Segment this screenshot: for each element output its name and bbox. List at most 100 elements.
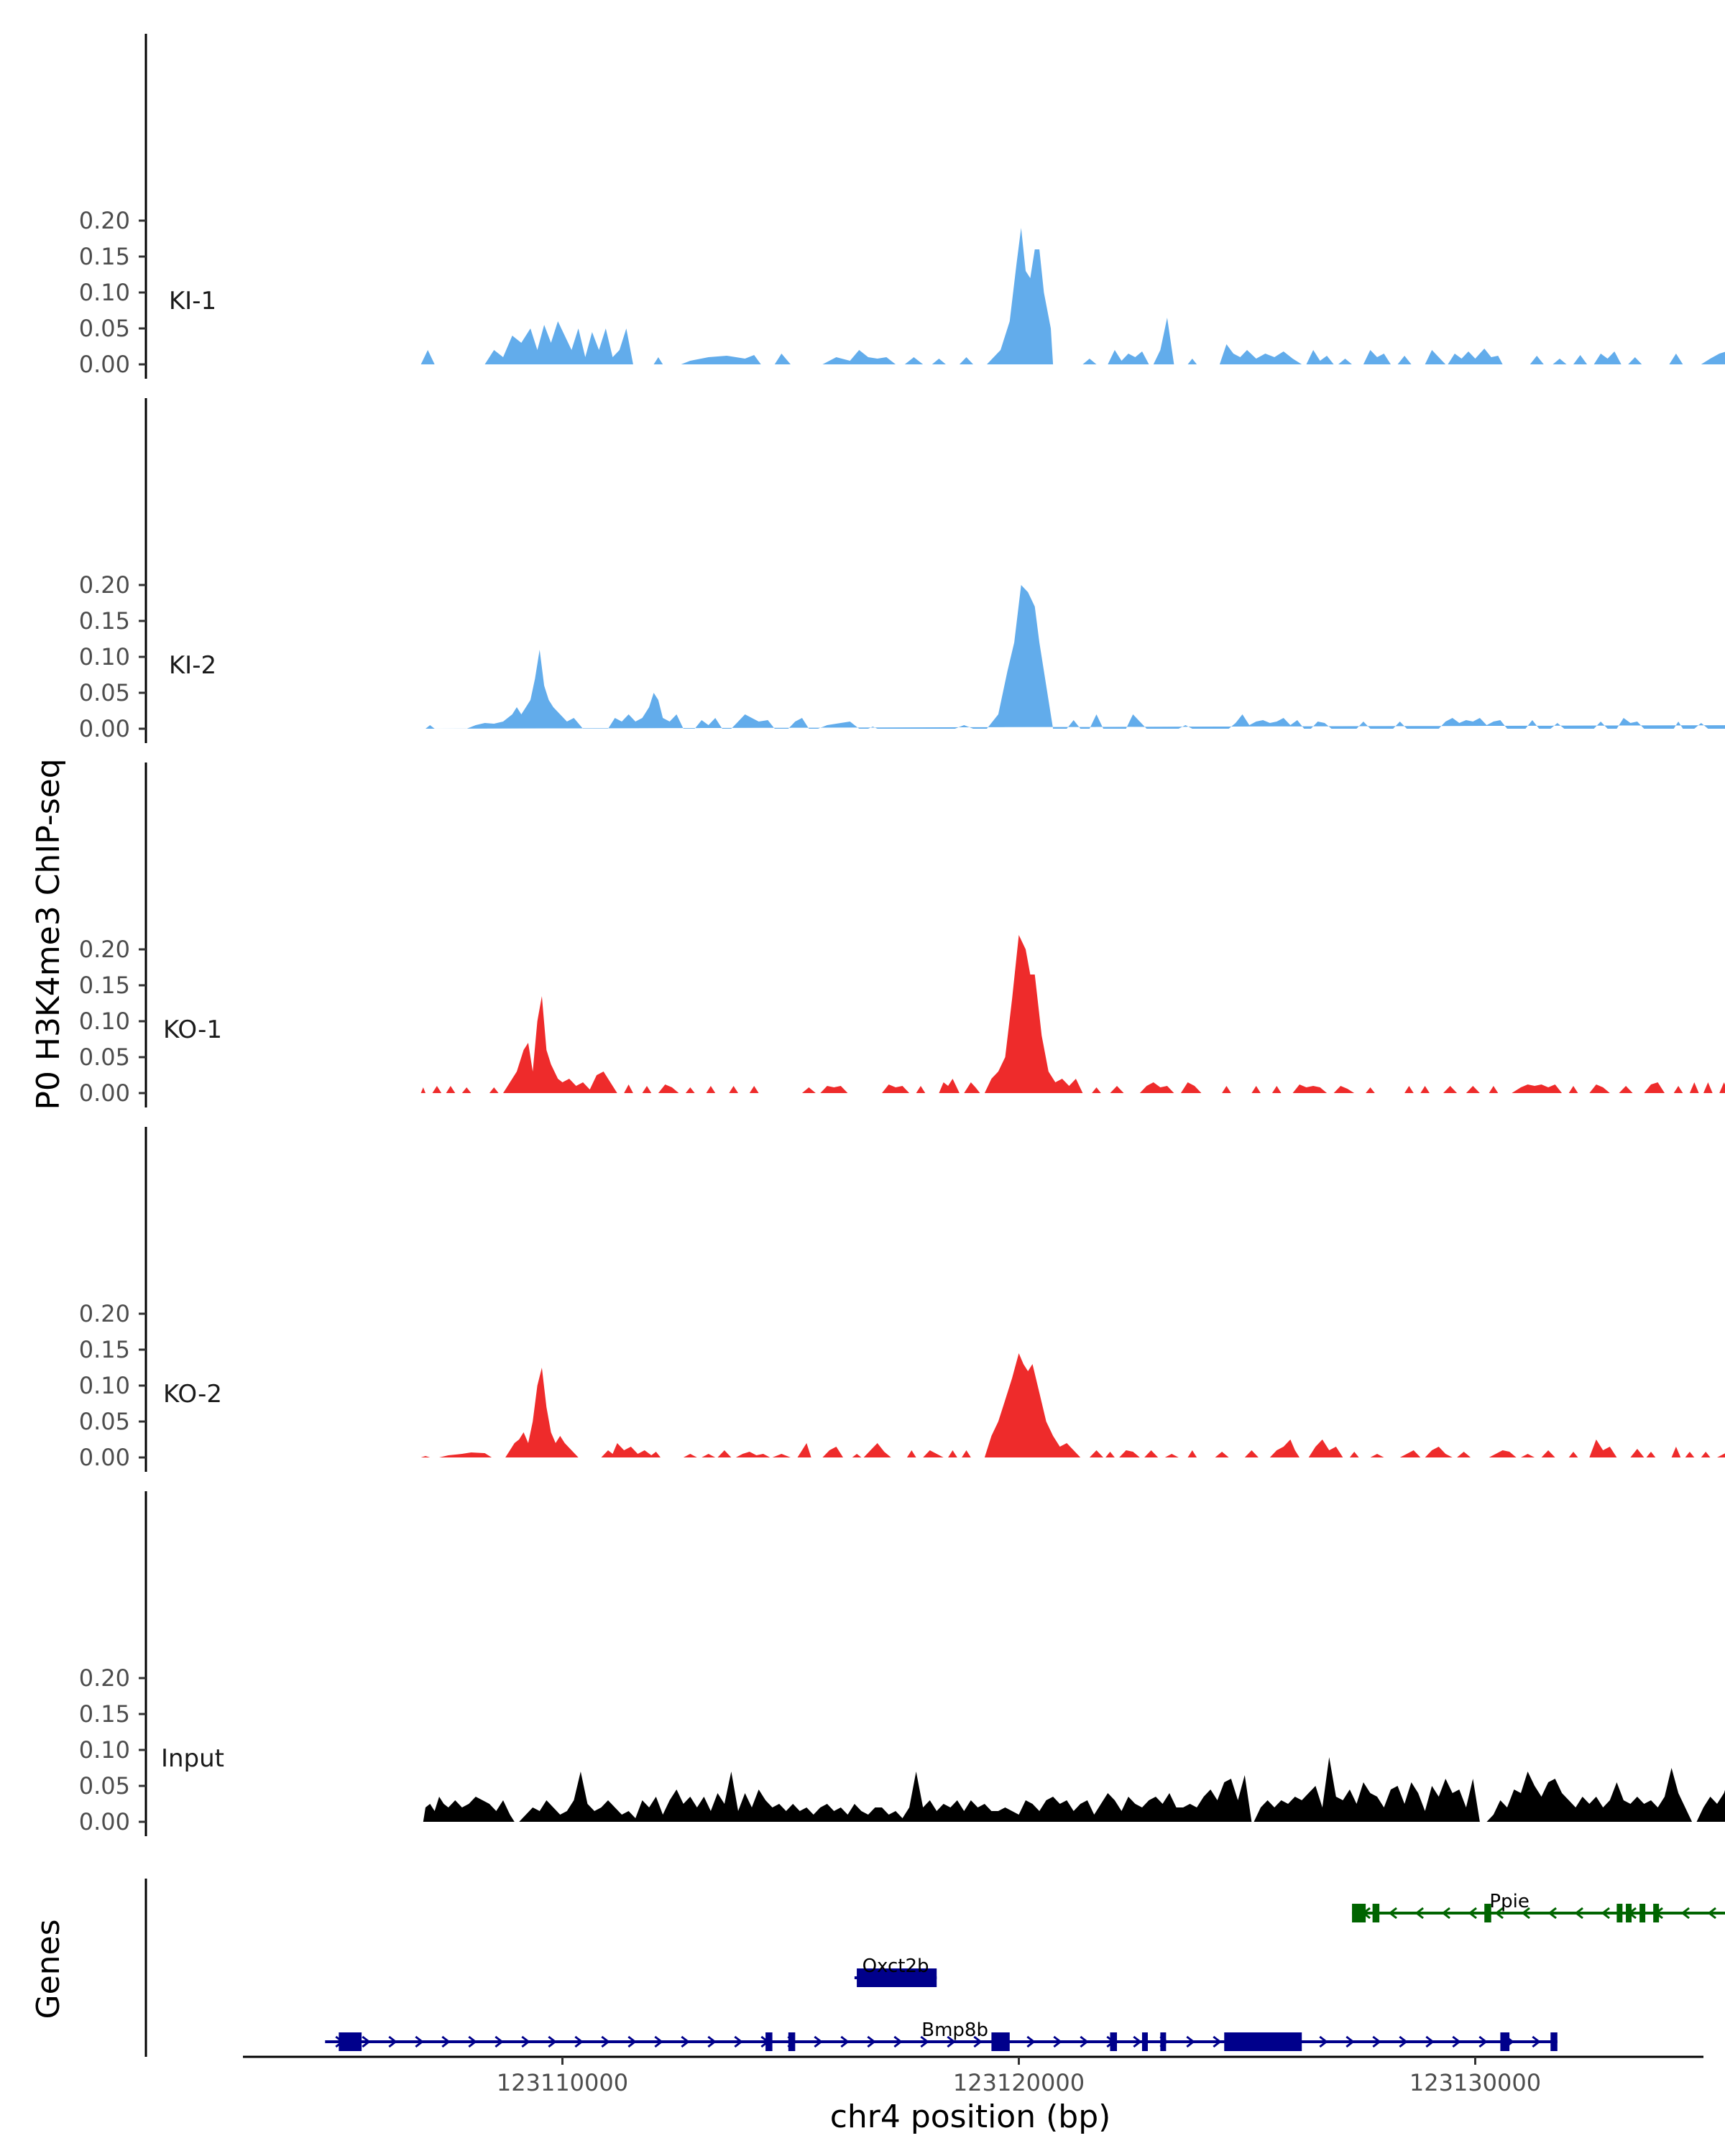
y-tick-label: 0.15	[79, 607, 130, 635]
y-tick-label: 0.00	[79, 351, 130, 378]
strand-arrow	[654, 2035, 663, 2048]
exon	[1141, 2032, 1148, 2051]
track-ki-1: 0.00 0.05 0.10 0.15 0.20 KI-1	[79, 34, 1725, 379]
track-label: KI-2	[169, 651, 216, 680]
strand-arrow	[1547, 1907, 1557, 1920]
strand-arrow	[441, 2035, 451, 2048]
strand-arrow	[521, 2035, 530, 2048]
strand-arrow	[1080, 2035, 1089, 2048]
gene-label: Oxct2b	[862, 1955, 929, 1977]
strand-arrow	[1388, 1907, 1397, 1920]
gene-oxct2b: Oxct2b	[854, 1955, 937, 1987]
exon	[339, 2032, 362, 2051]
strand-arrow	[1452, 2035, 1461, 2048]
x-axis-title: chr4 position (bp)	[830, 2099, 1111, 2135]
y-tick-label: 0.20	[79, 936, 130, 963]
y-tick-label: 0.00	[79, 1079, 130, 1107]
strand-arrow	[468, 2035, 477, 2048]
genes-panel: Ppie Oxct2b Bmp8b	[144, 1879, 1725, 2057]
signal-area	[423, 1757, 1725, 1822]
strand-arrow	[415, 2035, 424, 2048]
gene-ppie: Ppie	[1352, 1891, 1725, 1922]
strand-arrow	[840, 2035, 850, 2048]
x-tick-label: 123110000	[497, 2069, 628, 2096]
strand-arrow	[893, 2035, 903, 2048]
y-tick-label: 0.20	[79, 1300, 130, 1327]
strand-arrow	[548, 2035, 557, 2048]
strand-arrow	[1053, 2035, 1062, 2048]
tracks-layer: 0.00 0.05 0.10 0.15 0.20 KI-1 0.00 0.05 0.10 0.15…	[79, 34, 1725, 1836]
strand-arrow	[1026, 2035, 1036, 2048]
strand-arrow	[1707, 1907, 1716, 1920]
strand-arrow	[681, 2035, 690, 2048]
strand-arrow	[1574, 1907, 1583, 1920]
gene-bmp8b: Bmp8b	[325, 2019, 1558, 2051]
x-axis: 123110000 123120000 123130000	[243, 2055, 1703, 2096]
track-label: KO-1	[163, 1015, 222, 1044]
exon	[1372, 1904, 1380, 1922]
track-ki-2: 0.00 0.05 0.10 0.15 0.20 KI-2	[79, 398, 1725, 743]
exon	[788, 2032, 796, 2051]
track-label: KO-2	[163, 1380, 222, 1409]
exon	[1224, 2032, 1302, 2051]
y-tick-label: 0.05	[79, 1408, 130, 1435]
strand-arrow	[973, 2035, 983, 2048]
exon	[991, 2032, 1010, 2051]
x-tick-label: 123130000	[1409, 2069, 1541, 2096]
track-ko-2: 0.00 0.05 0.10 0.15 0.20 KO-2	[79, 1127, 1725, 1472]
strand-arrow	[1213, 2035, 1222, 2048]
exon	[1626, 1904, 1632, 1922]
gene-label: Ppie	[1489, 1891, 1529, 1912]
y-tick-label: 0.05	[79, 679, 130, 706]
strand-arrow	[601, 2035, 610, 2048]
track-label: KI-1	[169, 287, 216, 315]
gene-label: Bmp8b	[921, 2019, 988, 2041]
track-ko-1: 0.00 0.05 0.10 0.15 0.20 KO-1	[79, 763, 1725, 1107]
strand-arrow	[1441, 1907, 1450, 1920]
track-label: Input	[161, 1744, 224, 1773]
y-tick-label: 0.10	[79, 643, 130, 671]
strand-arrow	[1346, 2035, 1355, 2048]
exon	[765, 2032, 773, 2051]
y-tick-label: 0.00	[79, 1808, 130, 1835]
genes-axis-title: Genes	[30, 1919, 67, 2019]
strand-arrow	[1468, 1907, 1477, 1920]
signal-area	[420, 1353, 1725, 1457]
y-tick-label: 0.05	[79, 1772, 130, 1800]
exon	[1110, 2032, 1118, 2051]
y-tick-label: 0.00	[79, 1444, 130, 1471]
exon	[1160, 2032, 1167, 2051]
y-tick-label: 0.05	[79, 1044, 130, 1071]
strand-arrow	[1478, 2035, 1488, 2048]
y-tick-label: 0.15	[79, 1700, 130, 1728]
exon	[1484, 1904, 1491, 1922]
exon	[1550, 2032, 1558, 2051]
signal-area	[420, 935, 1725, 1093]
exon	[1653, 1904, 1660, 1922]
signal-area	[426, 585, 1725, 729]
strand-arrow	[867, 2035, 876, 2048]
y-tick-label: 0.20	[79, 1664, 130, 1692]
strand-arrow	[362, 2035, 371, 2048]
y-tick-label: 0.15	[79, 972, 130, 999]
strand-arrow	[947, 2035, 956, 2048]
strand-arrow	[1521, 1907, 1530, 1920]
strand-arrow	[388, 2035, 397, 2048]
strand-arrow	[1319, 2035, 1328, 2048]
y-tick-label: 0.20	[79, 207, 130, 234]
strand-arrow	[574, 2035, 584, 2048]
y-tick-label: 0.00	[79, 715, 130, 742]
strand-arrow	[814, 2035, 823, 2048]
y-tick-label: 0.20	[79, 571, 130, 599]
exon	[1639, 1904, 1646, 1922]
strand-arrow	[920, 2035, 929, 2048]
exon	[1500, 2032, 1510, 2051]
strand-arrow	[627, 2035, 637, 2048]
y-axis-title: P0 H3K4me3 ChIP-seq	[30, 758, 67, 1110]
strand-arrow	[1425, 2035, 1435, 2048]
exon	[857, 1968, 937, 1987]
strand-arrow	[1372, 2035, 1381, 2048]
y-tick-label: 0.10	[79, 1372, 130, 1399]
